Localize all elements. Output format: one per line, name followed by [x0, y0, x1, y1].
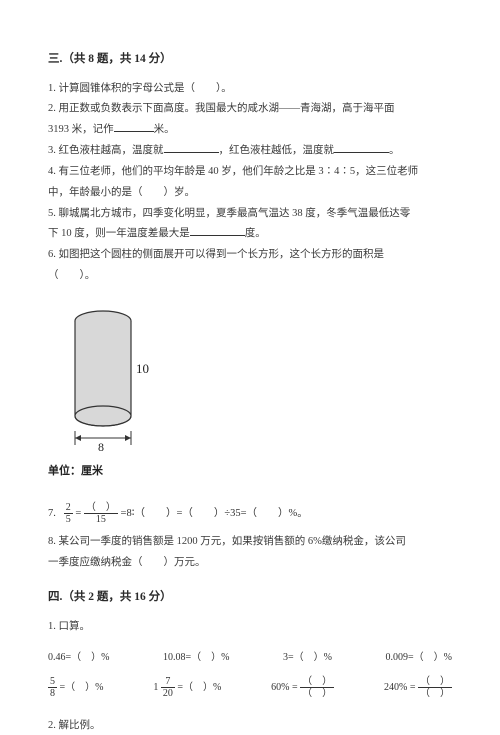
cylinder-diagram: 10 8 单位：厘米: [48, 303, 452, 480]
section-4-title: 四.（共 2 题，共 16 分）: [48, 588, 452, 608]
calc-item: 240% = （ ） （ ）: [384, 676, 452, 699]
question-4-2: 2. 解比例。: [48, 717, 452, 735]
question-7: 7. 2 5 = （ ） 15 =8∶（ ）=（ ）÷35=（ ）%。: [48, 502, 452, 525]
width-label: 8: [98, 440, 104, 453]
cylinder-svg: 10 8: [48, 303, 168, 453]
question-5-line2: 下 10 度，则一年温度差最大是 度。: [48, 225, 452, 243]
calc-suffix: =（ ）%: [175, 682, 221, 693]
calc-prefix: 1: [153, 682, 158, 693]
q3-text-c: 。: [389, 145, 400, 156]
calc-item: 3=（ ）%: [283, 649, 332, 666]
frac-num: （ ）: [418, 676, 452, 688]
question-3: 3. 红色液柱越高，温度就 ，红色液柱越低，温度就 。: [48, 142, 452, 160]
q3-text-a: 3. 红色液柱越高，温度就: [48, 145, 164, 156]
frac-num: （ ）: [300, 676, 334, 688]
calc-item: 0.009=（ ）%: [386, 649, 452, 666]
frac-num: 7: [161, 676, 175, 688]
q5-text-a: 下 10 度，则一年温度差最大是: [48, 228, 190, 239]
q2-text-a: 3193 米，记作: [48, 124, 114, 135]
frac-den: 5: [64, 514, 73, 525]
question-8-line2: 一季度应缴纳税金（ ）万元。: [48, 554, 452, 572]
blank-input: [334, 143, 389, 153]
calc-suffix: =（ ）%: [57, 682, 103, 693]
question-6-line1: 6. 如图把这个圆柱的侧面展开可以得到一个长方形，这个长方形的面积是: [48, 246, 452, 264]
fraction-blank: （ ） （ ）: [300, 676, 334, 699]
question-4-line2: 中，年龄最小的是（ ）岁。: [48, 184, 452, 202]
section-3-title: 三.（共 8 题，共 14 分）: [48, 50, 452, 70]
question-2-line1: 2. 用正数或负数表示下面高度。我国最大的咸水湖——青海湖，高于海平面: [48, 100, 452, 118]
fraction-blank-15: （ ） 15: [84, 502, 118, 525]
q7-rest: =8∶（ ）=（ ）÷35=（ ）%。: [121, 508, 308, 519]
blank-input: [114, 122, 154, 132]
frac-den: 8: [48, 688, 57, 699]
fraction-2-5: 2 5: [64, 502, 73, 525]
calc-prefix: 60% =: [271, 682, 300, 693]
question-8-line1: 8. 某公司一季度的销售额是 1200 万元，如果按销售额的 6%缴纳税金，该公…: [48, 533, 452, 551]
calc-row-1: 0.46=（ ）% 10.08=（ ）% 3=（ ）% 0.009=（ ）%: [48, 649, 452, 666]
calc-prefix: 240% =: [384, 682, 418, 693]
height-label: 10: [136, 361, 149, 376]
frac-num: 5: [48, 676, 57, 688]
frac-num: 2: [64, 502, 73, 514]
question-1: 1. 计算圆锥体积的字母公式是（ ）。: [48, 80, 452, 98]
question-6-line2: （ ）。: [48, 267, 452, 285]
q2-text-b: 米。: [154, 124, 175, 135]
blank-input: [164, 143, 219, 153]
q7-prefix: 7.: [48, 508, 56, 519]
unit-label: 单位：厘米: [48, 462, 452, 481]
q7-eq1: =: [75, 508, 84, 519]
question-4-line1: 4. 有三位老师，他们的平均年龄是 40 岁，他们年龄之比是 3∶4∶5，这三位…: [48, 163, 452, 181]
calc-row-2: 5 8 =（ ）% 1 7 20 =（ ）% 60% = （ ） （ ） 240…: [48, 676, 452, 699]
calc-item: 0.46=（ ）%: [48, 649, 109, 666]
frac-den: 20: [161, 688, 175, 699]
frac-den: （ ）: [300, 688, 334, 699]
frac-den: 15: [84, 514, 118, 525]
question-2-line2: 3193 米，记作 米。: [48, 121, 452, 139]
fraction-5-8: 5 8: [48, 676, 57, 699]
blank-input: [190, 226, 245, 236]
calc-item: 1 7 20 =（ ）%: [153, 676, 221, 699]
question-4-1: 1. 口算。: [48, 618, 452, 636]
frac-den: （ ）: [418, 688, 452, 699]
calc-item: 60% = （ ） （ ）: [271, 676, 334, 699]
question-5-line1: 5. 聊城属北方城市，四季变化明显，夏季最高气温达 38 度，冬季气温最低达零: [48, 205, 452, 223]
q5-text-b: 度。: [245, 228, 266, 239]
fraction-7-20: 7 20: [161, 676, 175, 699]
frac-num: （ ）: [84, 502, 118, 514]
calc-item: 10.08=（ ）%: [163, 649, 229, 666]
calc-item: 5 8 =（ ）%: [48, 676, 103, 699]
q3-text-b: ，红色液柱越低，温度就: [219, 145, 335, 156]
fraction-blank: （ ） （ ）: [418, 676, 452, 699]
